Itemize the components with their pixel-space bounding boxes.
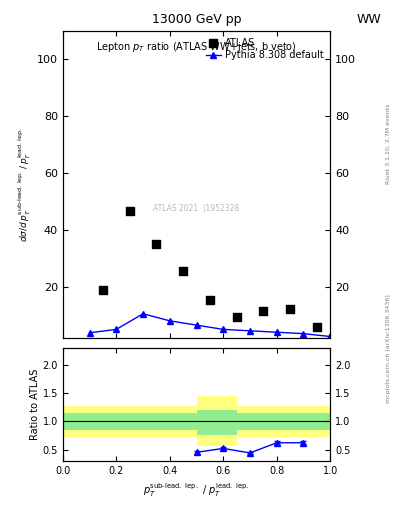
- X-axis label: $p_T^{\rm sub\text{-}lead.\ lep.}\ /\ p_T^{\rm lead.\ lep.}$: $p_T^{\rm sub\text{-}lead.\ lep.}\ /\ p_…: [143, 481, 250, 499]
- Pythia 8.308 default: [328, 333, 332, 339]
- ATLAS: [207, 295, 213, 304]
- Text: mcplots.cern.ch [arXiv:1306.3436]: mcplots.cern.ch [arXiv:1306.3436]: [386, 294, 391, 402]
- Y-axis label: Ratio to ATLAS: Ratio to ATLAS: [30, 369, 40, 440]
- Pythia 8.308 default: [114, 326, 119, 332]
- Pythia 8.308 default: [221, 326, 226, 332]
- ATLAS: [127, 207, 133, 216]
- Text: Lepton $p_T$ ratio (ATLAS WW+jets, b veto): Lepton $p_T$ ratio (ATLAS WW+jets, b vet…: [96, 40, 297, 54]
- ATLAS: [153, 240, 160, 248]
- ATLAS: [100, 286, 106, 294]
- Text: Rivet 3.1.10, 2.7M events: Rivet 3.1.10, 2.7M events: [386, 103, 391, 183]
- Text: ATLAS 2021  |1952328: ATLAS 2021 |1952328: [153, 204, 240, 214]
- Pythia 8.308 default: [141, 311, 145, 317]
- Text: 13000 GeV pp: 13000 GeV pp: [152, 13, 241, 26]
- ATLAS: [260, 307, 266, 315]
- ATLAS: [314, 323, 320, 331]
- Pythia 8.308 default: [248, 328, 252, 334]
- Line: Pythia 8.308 default: Pythia 8.308 default: [87, 311, 333, 339]
- Y-axis label: $d\sigma/d\,p_T^{\rm sub\text{-}lead.\,lep.}\,/\,p_T^{\rm lead.\,lep.}$: $d\sigma/d\,p_T^{\rm sub\text{-}lead.\,l…: [17, 127, 33, 242]
- Legend: ATLAS, Pythia 8.308 default: ATLAS, Pythia 8.308 default: [204, 35, 325, 62]
- Pythia 8.308 default: [167, 318, 172, 324]
- ATLAS: [233, 312, 240, 321]
- Pythia 8.308 default: [301, 331, 306, 337]
- ATLAS: [180, 267, 186, 275]
- ATLAS: [287, 305, 293, 313]
- Pythia 8.308 default: [87, 330, 92, 336]
- Pythia 8.308 default: [274, 329, 279, 335]
- Text: WW: WW: [356, 13, 381, 26]
- Pythia 8.308 default: [194, 322, 199, 328]
